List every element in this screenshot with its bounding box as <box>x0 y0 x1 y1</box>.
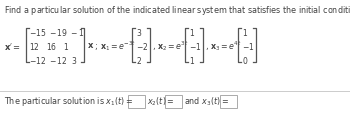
Text: $\mathbf{x}_3 = e^{4t}$: $\mathbf{x}_3 = e^{4t}$ <box>210 39 242 52</box>
Text: $1$: $1$ <box>189 26 195 37</box>
FancyBboxPatch shape <box>127 95 145 108</box>
Text: ;: ; <box>94 41 97 50</box>
Text: $-1$: $-1$ <box>242 40 254 51</box>
Text: $2$: $2$ <box>136 54 142 65</box>
Text: $\mathbf{x}$: $\mathbf{x}$ <box>87 41 94 50</box>
Text: $12\ \ \ 16\ \ \ 1$: $12\ \ \ 16\ \ \ 1$ <box>29 40 69 51</box>
Text: $0$: $0$ <box>242 54 248 65</box>
Text: and $x_3(t)=$: and $x_3(t)=$ <box>184 95 229 107</box>
Text: $\mathbf{x}_1 = e^{-3t}$: $\mathbf{x}_1 = e^{-3t}$ <box>100 39 136 52</box>
Text: $-12\ -12\ \ 3$: $-12\ -12\ \ 3$ <box>29 54 78 65</box>
Text: $-1$: $-1$ <box>189 40 202 51</box>
FancyBboxPatch shape <box>219 95 237 108</box>
Text: ,: , <box>152 41 155 50</box>
Text: $\mathbf{x'} =$: $\mathbf{x'} =$ <box>4 40 21 51</box>
Text: Find a particular solution of the indicated linear system that satisfies the ini: Find a particular solution of the indica… <box>4 4 350 17</box>
Text: $x_2(t)=$: $x_2(t)=$ <box>147 95 175 107</box>
Text: $1$: $1$ <box>189 54 195 65</box>
Text: $1$: $1$ <box>242 26 248 37</box>
Text: ,: , <box>205 41 208 50</box>
Text: $-2$: $-2$ <box>136 40 148 51</box>
Text: The particular solution is $x_1(t)=$: The particular solution is $x_1(t)=$ <box>4 95 133 108</box>
FancyBboxPatch shape <box>164 95 182 108</box>
Text: $-15\ -19\ -1$: $-15\ -19\ -1$ <box>29 26 85 37</box>
Text: $\mathbf{x}_2 = e^{3t}$: $\mathbf{x}_2 = e^{3t}$ <box>157 39 189 52</box>
Text: $3$: $3$ <box>136 26 142 37</box>
